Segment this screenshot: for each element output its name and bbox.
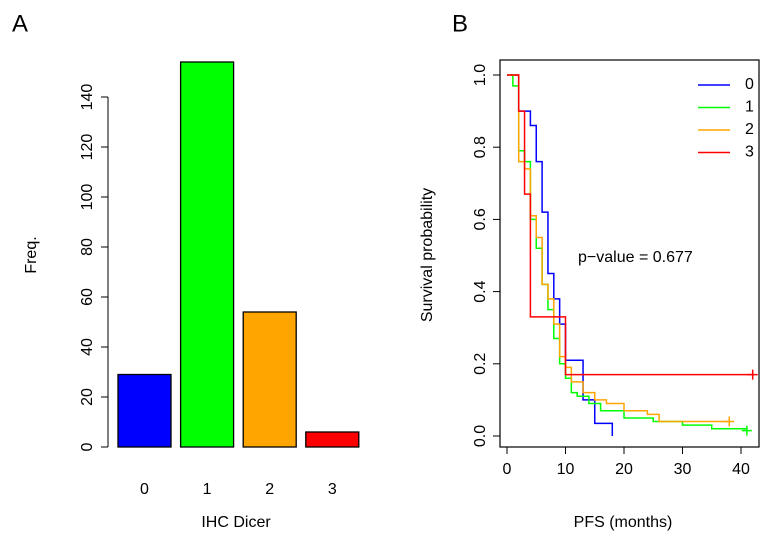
bar: [117, 373, 172, 448]
legend-label: 0: [745, 76, 754, 93]
y-tick-label: 0: [79, 442, 96, 451]
x-tick-label: 1: [203, 481, 212, 498]
x-tick-label: 30: [674, 461, 692, 478]
y-tick-label: 0.4: [472, 280, 489, 302]
x-tick-label: 0: [140, 481, 149, 498]
y-tick-label: 1.0: [472, 64, 489, 86]
censor-mark: [747, 369, 758, 380]
panel-label: B: [452, 10, 468, 37]
legend-label: 1: [745, 99, 754, 116]
y-tick-label: 60: [79, 288, 96, 306]
x-tick-label: 40: [732, 461, 750, 478]
survival-curve: [507, 74, 614, 436]
annotation: p−value = 0.677: [578, 249, 693, 266]
y-tick-label: 0.2: [472, 353, 489, 375]
y-tick-label: 0.6: [472, 208, 489, 230]
y-axis-label: Freq.: [23, 236, 40, 273]
censor-mark: [741, 425, 752, 436]
y-tick-label: 20: [79, 388, 96, 406]
y-tick-label: 0.0: [472, 425, 489, 447]
y-axis-label: Survival probability: [419, 188, 436, 322]
plot-box: [499, 59, 760, 448]
survival-curve: [507, 74, 753, 376]
y-tick-label: 120: [79, 134, 96, 161]
y-tick-label: 100: [79, 184, 96, 211]
x-axis-label: PFS (months): [574, 514, 673, 531]
bar: [242, 311, 297, 448]
y-tick-label: 0.8: [472, 136, 489, 158]
x-axis-label: IHC Dicer: [201, 514, 271, 531]
y-tick-label: 80: [79, 238, 96, 256]
legend-label: 2: [745, 121, 754, 138]
x-tick-label: 10: [557, 461, 575, 478]
bar: [305, 431, 360, 448]
x-tick-label: 0: [503, 461, 512, 478]
y-tick-label: 140: [79, 84, 96, 111]
censor-mark: [724, 416, 735, 427]
x-tick-label: 20: [615, 461, 633, 478]
survival-curve: [507, 74, 730, 423]
x-tick-label: 2: [265, 481, 274, 498]
y-tick-label: 40: [79, 338, 96, 356]
legend-label: 3: [745, 144, 754, 161]
bar: [179, 61, 235, 448]
x-tick-label: 3: [328, 481, 337, 498]
panel-label: A: [12, 10, 28, 37]
